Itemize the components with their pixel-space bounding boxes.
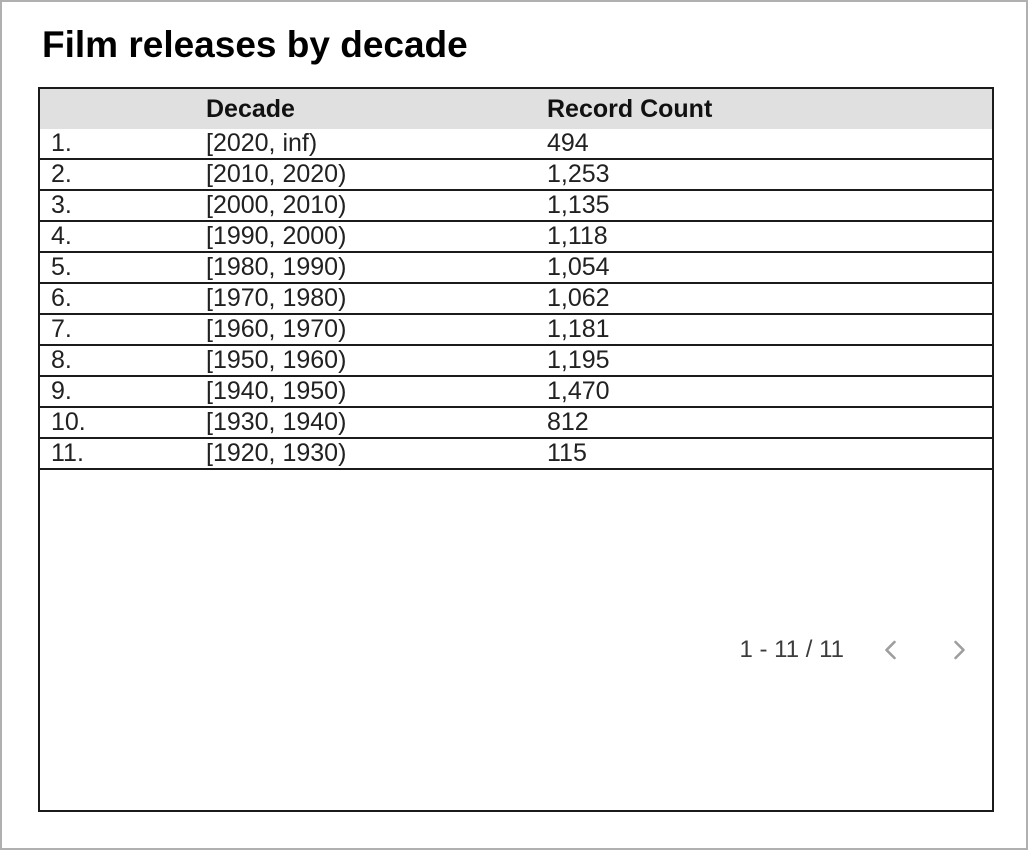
row-record-count: 1,135: [547, 191, 610, 219]
row-index: 1.: [51, 129, 72, 157]
chevron-left-icon: [880, 639, 902, 661]
chevron-right-icon: [948, 639, 970, 661]
row-index: 11.: [51, 439, 84, 467]
table-row: 1. [2020, inf) 494: [40, 129, 992, 160]
row-index: 6.: [51, 284, 72, 312]
table-row: 6. [1970, 1980) 1,062: [40, 284, 992, 315]
row-record-count: 812: [547, 408, 589, 436]
row-decade: [1960, 1970): [206, 315, 347, 343]
decade-column-header: Decade: [206, 94, 295, 123]
pagination-bar: 1 - 11 / 11: [40, 470, 992, 810]
table-row: 10. [1930, 1940) 812: [40, 408, 992, 439]
row-index: 5.: [51, 253, 72, 281]
page-title: Film releases by decade: [42, 24, 468, 65]
row-index: 4.: [51, 222, 72, 250]
table-row: 11. [1920, 1930) 115: [40, 439, 992, 470]
table-row: 2. [2010, 2020) 1,253: [40, 160, 992, 191]
row-record-count: 1,054: [547, 253, 610, 281]
prev-page-button[interactable]: [878, 637, 904, 663]
table-body: 1. [2020, inf) 494 2. [2010, 2020) 1,253…: [40, 129, 992, 470]
row-record-count: 1,062: [547, 284, 610, 312]
row-index: 10.: [51, 408, 86, 436]
table-row: 8. [1950, 1960) 1,195: [40, 346, 992, 377]
row-decade: [1970, 1980): [206, 284, 347, 312]
row-decade: [2000, 2010): [206, 191, 347, 219]
table-header-row: Decade Record Count: [40, 89, 992, 129]
row-index: 3.: [51, 191, 72, 219]
row-index: 9.: [51, 377, 72, 405]
row-record-count: 1,195: [547, 346, 610, 374]
row-decade: [1920, 1930): [206, 439, 347, 467]
row-record-count: 1,118: [547, 222, 608, 250]
row-decade: [2010, 2020): [206, 160, 347, 188]
row-decade: [1950, 1960): [206, 346, 347, 374]
row-index: 8.: [51, 346, 72, 374]
row-decade: [1940, 1950): [206, 377, 347, 405]
row-record-count: 1,181: [547, 315, 610, 343]
record-count-column-header: Record Count: [547, 94, 713, 123]
row-record-count: 115: [547, 439, 587, 467]
row-record-count: 494: [547, 129, 589, 157]
table-row: 3. [2000, 2010) 1,135: [40, 191, 992, 222]
row-decade: [1980, 1990): [206, 253, 347, 281]
row-decade: [1990, 2000): [206, 222, 347, 250]
row-decade: [1930, 1940): [206, 408, 347, 436]
row-decade: [2020, inf): [206, 129, 318, 157]
next-page-button[interactable]: [946, 637, 972, 663]
table-row: 9. [1940, 1950) 1,470: [40, 377, 992, 408]
film-releases-table: Decade Record Count 1. [2020, inf) 494 2…: [38, 87, 994, 812]
table-row: 5. [1980, 1990) 1,054: [40, 253, 992, 284]
table-row: 4. [1990, 2000) 1,118: [40, 222, 992, 253]
table-row: 7. [1960, 1970) 1,181: [40, 315, 992, 346]
row-record-count: 1,470: [547, 377, 610, 405]
row-record-count: 1,253: [547, 160, 610, 188]
pagination-range-label: 1 - 11 / 11: [739, 636, 844, 663]
row-index: 2.: [51, 160, 72, 188]
row-index: 7.: [51, 315, 72, 343]
